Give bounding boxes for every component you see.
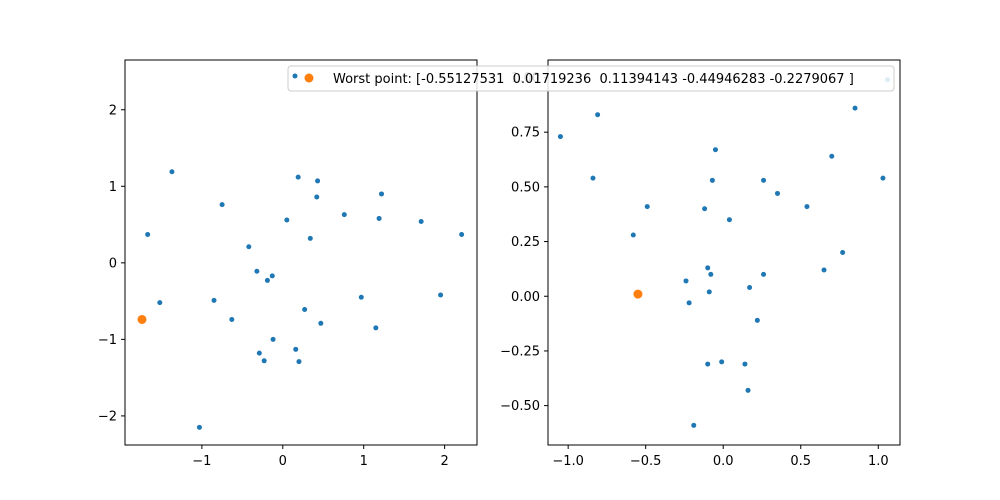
data-point (261, 358, 267, 364)
data-point (296, 359, 302, 365)
data-point (726, 217, 732, 223)
data-point (630, 232, 636, 238)
data-point (459, 232, 465, 238)
data-point (742, 361, 748, 367)
y-tick-label: −1 (98, 333, 117, 348)
data-point (284, 217, 290, 223)
data-point (318, 320, 324, 326)
data-point (246, 244, 252, 250)
worst-point (137, 314, 147, 324)
data-point (341, 212, 347, 218)
data-point (269, 273, 275, 279)
y-tick-label: 0 (109, 256, 117, 271)
x-tick-label: 1 (360, 454, 368, 469)
axes-frame (124, 59, 478, 446)
x-tick-label: −0.5 (630, 454, 662, 469)
data-point (840, 250, 846, 255)
data-point (774, 190, 780, 196)
data-point (358, 294, 364, 300)
y-tick-label: 0.75 (511, 126, 540, 141)
data-point (379, 191, 385, 197)
data-point (270, 336, 276, 342)
legend-box (287, 65, 895, 92)
data-point (761, 177, 767, 183)
data-point (295, 174, 301, 180)
data-point (229, 316, 235, 322)
data-point (683, 278, 689, 284)
x-tick-label: 1.0 (868, 454, 889, 469)
y-tick-label: 0.50 (511, 180, 540, 195)
worst-point (633, 289, 643, 299)
right-scatter-plot: −1.0 −0.5 0.0 0.5 1.0 −0.50 −0.25 0.00 0.25 0.50 0… (500, 59, 901, 469)
data-point (211, 297, 217, 303)
data-point (418, 219, 424, 225)
data-point (880, 175, 886, 181)
data-point (376, 215, 382, 221)
x-tick-label: −1.0 (552, 454, 584, 469)
legend-label-orange: Worst point: [-0.55127531 0.01719236 0.1… (333, 72, 854, 87)
x-tick-label: 2 (440, 454, 448, 469)
data-point (719, 359, 725, 365)
data-point (829, 153, 835, 159)
data-point (307, 235, 313, 241)
data-point (302, 307, 308, 313)
x-tick-label: 0 (279, 454, 287, 469)
data-point (644, 204, 650, 210)
data-point (747, 285, 753, 290)
y-tick-label: −2 (98, 409, 117, 424)
data-point (256, 350, 262, 356)
data-point (708, 271, 714, 277)
left-scatter-plot: −1 0 1 2 −2 −1 0 1 2 (98, 59, 478, 469)
y-tick-label: 1 (109, 180, 117, 195)
data-point (705, 361, 711, 367)
data-point (145, 232, 151, 238)
data-point (595, 112, 601, 118)
data-point (293, 346, 299, 352)
data-point (702, 206, 708, 212)
data-point (709, 177, 715, 183)
y-tick-label: 0.25 (511, 235, 540, 250)
data-point (557, 134, 563, 140)
x-tick-label: 0.5 (790, 454, 811, 469)
y-tick-label: 0.00 (511, 290, 540, 305)
data-point (254, 268, 260, 274)
data-point (169, 169, 175, 175)
data-point (315, 178, 321, 184)
data-point (804, 204, 810, 210)
data-point (373, 325, 379, 331)
data-point (264, 277, 270, 283)
data-point (705, 265, 711, 271)
data-point (754, 317, 760, 323)
y-tick-label: −0.50 (500, 399, 540, 414)
data-point (706, 289, 712, 295)
legend-marker-blue (292, 73, 298, 79)
y-tick-label: −0.25 (500, 344, 540, 359)
data-point (438, 292, 444, 298)
data-point (196, 424, 202, 430)
data-point (691, 422, 697, 428)
x-tick-label: −1 (192, 454, 211, 469)
x-tick-label: 0.0 (713, 454, 734, 469)
data-point (852, 105, 858, 111)
data-point (761, 271, 767, 277)
data-point (590, 175, 596, 181)
data-point (821, 267, 827, 273)
data-point (157, 300, 163, 306)
legend-marker-orange (304, 73, 314, 83)
legend: Worst point: [-0.55127531 0.01719236 0.1… (287, 65, 895, 92)
data-point (219, 202, 225, 208)
y-tick-label: 2 (109, 103, 117, 118)
data-point (686, 300, 692, 306)
data-point (314, 194, 320, 200)
axes-frame (547, 59, 901, 446)
data-point (712, 147, 718, 153)
data-point (745, 387, 751, 393)
